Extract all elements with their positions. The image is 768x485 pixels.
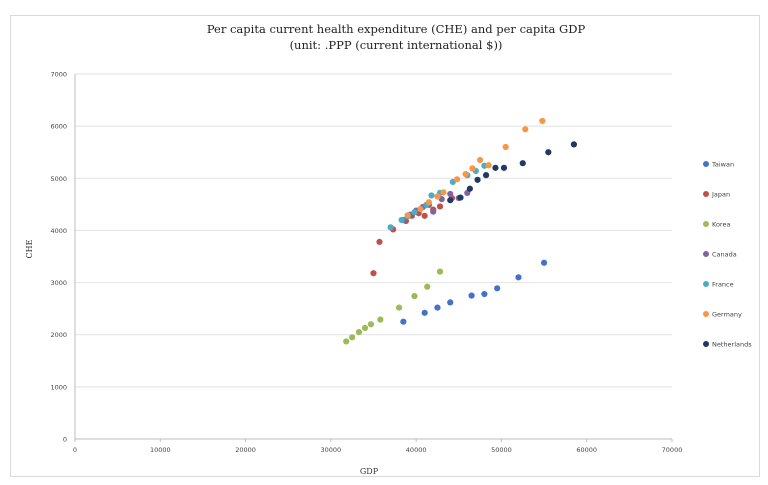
data-point [395, 304, 403, 311]
data-point [434, 304, 441, 311]
data-point [485, 162, 492, 169]
data-point [492, 164, 499, 171]
data-point [522, 126, 529, 133]
data-point [417, 205, 424, 213]
legend-marker [703, 281, 709, 287]
data-point [462, 171, 469, 178]
data-point [425, 199, 433, 206]
x-tick-label: 40000 [406, 446, 427, 454]
data-point [540, 259, 548, 266]
grid-lines [74, 73, 673, 442]
data-point [361, 324, 369, 332]
data-point [367, 321, 375, 328]
x-tick-label: 10000 [150, 446, 171, 454]
data-point [436, 203, 444, 210]
data-point [404, 212, 411, 219]
data-point [343, 338, 350, 345]
data-point [481, 290, 488, 298]
series-korea [343, 268, 444, 345]
data-point [411, 209, 418, 216]
chart-title: Per capita current health expenditure (C… [207, 22, 586, 36]
data-point [398, 216, 405, 224]
y-tick-label: 3000 [50, 279, 67, 287]
legend-marker [703, 341, 709, 347]
y-tick-label: 1000 [50, 383, 67, 391]
y-tick-label: 7000 [50, 71, 67, 79]
data-point [519, 160, 526, 167]
legend-label: Canada [712, 251, 737, 259]
data-point [502, 143, 509, 151]
data-point [387, 224, 394, 231]
x-tick-label: 0 [73, 446, 77, 454]
y-tick-label: 6000 [50, 123, 67, 131]
x-tick-label: 50000 [491, 446, 512, 454]
legend-label: Netherlands [712, 341, 752, 349]
legend-label: Japan [711, 191, 730, 199]
data-point [457, 194, 464, 201]
series-netherlands [447, 141, 578, 204]
data-point [500, 164, 508, 171]
legend-marker [703, 191, 709, 197]
data-point [430, 208, 437, 215]
chart-frame: Per capita current health expenditure (C… [10, 15, 760, 477]
series-germany [404, 117, 546, 219]
scatter-chart: Per capita current health expenditure (C… [25, 22, 752, 476]
data-point [477, 156, 484, 164]
x-tick-label: 60000 [576, 446, 597, 454]
data-point [400, 318, 407, 325]
data-point [428, 192, 435, 199]
data-point [370, 270, 377, 277]
x-axis-label: GDP [360, 467, 379, 476]
data-point [424, 283, 431, 290]
legend-label: Taiwan [711, 161, 734, 169]
data-point [355, 329, 363, 336]
data-point [440, 189, 447, 196]
data-point [411, 293, 418, 300]
y-tick-label: 2000 [50, 331, 67, 339]
legend: Taiwan Japan Korea Canada France Germany Nethe… [703, 161, 752, 349]
legend-marker [703, 251, 709, 257]
chart-subtitle: (unit: .PPP (current international $)) [290, 38, 503, 52]
y-tick-label: 0 [63, 436, 67, 444]
y-axis-label: CHE [25, 239, 34, 258]
data-point [466, 185, 473, 192]
data-point [468, 292, 475, 299]
data-point [447, 299, 454, 306]
series-japan [370, 195, 456, 277]
data-point [421, 309, 428, 316]
data-point [447, 190, 454, 198]
data-point [539, 117, 546, 125]
y-tick-label: 5000 [50, 175, 67, 183]
data-point [376, 238, 383, 245]
data-point [453, 176, 461, 183]
data-point [469, 165, 476, 172]
legend-marker [703, 161, 709, 167]
legend-marker [703, 311, 709, 317]
data-point [570, 141, 578, 148]
y-tick-label: 4000 [50, 227, 67, 235]
data-point [494, 285, 501, 292]
data-point [474, 176, 481, 183]
data-point [515, 274, 522, 281]
data-point [482, 172, 490, 179]
data-points [343, 117, 578, 345]
legend-label: Korea [712, 221, 730, 229]
data-point [421, 212, 428, 219]
data-point [436, 268, 444, 275]
legend-label: France [712, 281, 734, 289]
x-tick-label: 70000 [662, 446, 683, 454]
data-point [447, 197, 454, 204]
data-point [545, 149, 552, 156]
x-tick-label: 30000 [321, 446, 342, 454]
series-taiwan [400, 259, 548, 325]
legend-label: Germany [712, 311, 742, 319]
data-point [434, 193, 441, 200]
legend-marker [703, 221, 709, 227]
data-point [377, 316, 384, 323]
x-tick-label: 20000 [235, 446, 256, 454]
data-point [349, 334, 356, 341]
